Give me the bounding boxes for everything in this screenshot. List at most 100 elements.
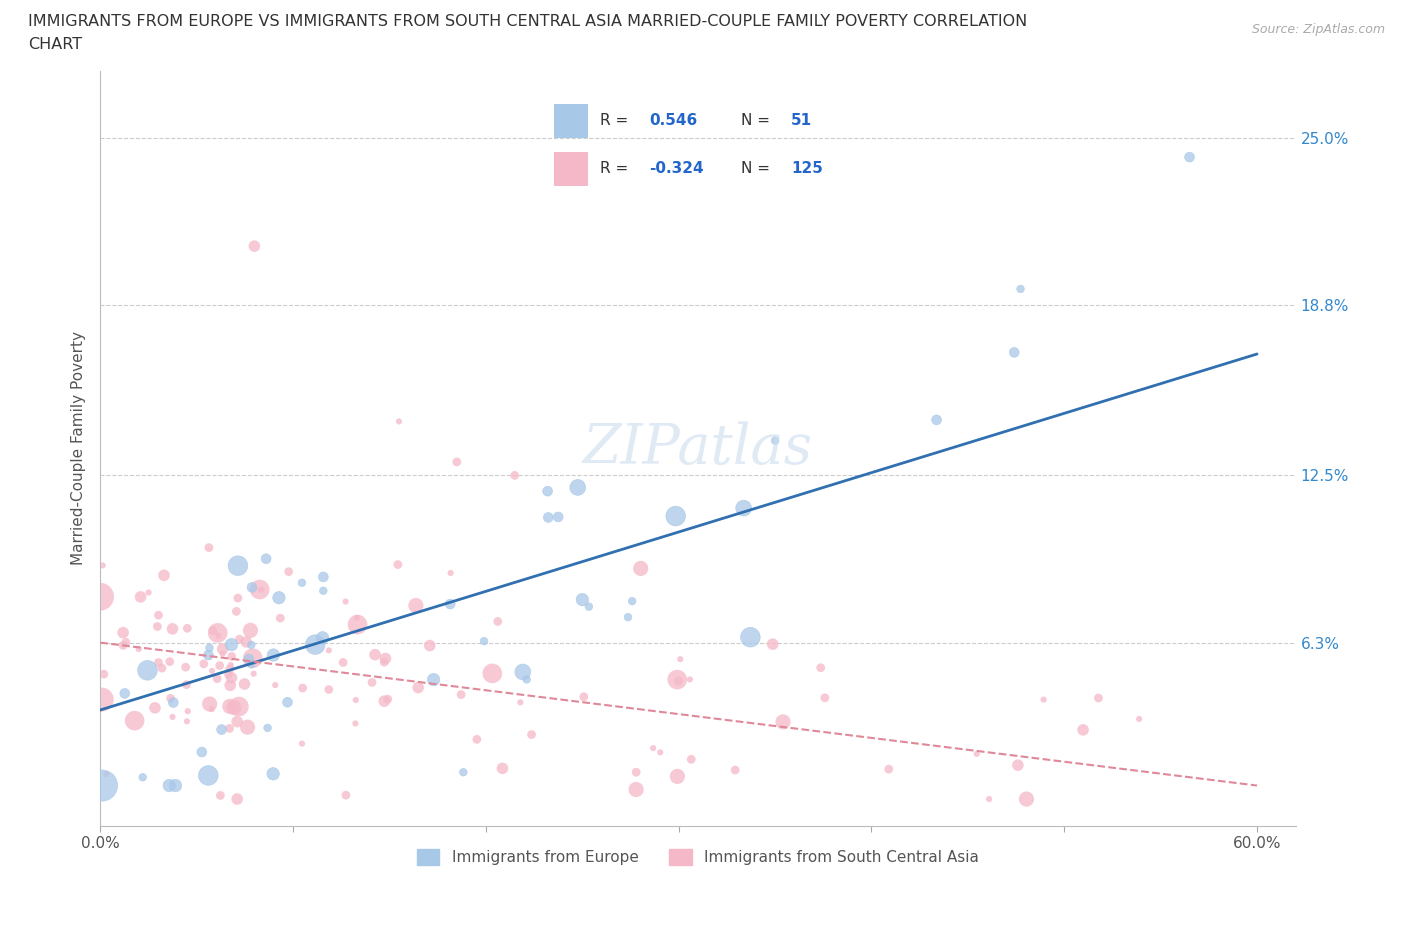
Point (221, 671, 243, 685)
Point (277, 565, 299, 579)
Point (571, 592, 593, 607)
Point (218, 721, 240, 736)
Point (491, 761, 513, 776)
Point (222, 700, 245, 715)
Point (304, 637, 326, 652)
Point (643, 740, 665, 755)
Point (243, 239, 266, 254)
Point (763, 433, 786, 448)
Point (176, 714, 198, 729)
Point (536, 484, 558, 498)
Point (162, 621, 184, 636)
Point (665, 509, 688, 524)
Point (364, 647, 387, 662)
Point (162, 695, 184, 710)
Point (1128, 711, 1150, 726)
Point (221, 649, 243, 664)
Point (208, 658, 231, 673)
Point (373, 694, 395, 709)
Point (219, 658, 242, 672)
Point (419, 638, 441, 653)
Point (201, 663, 224, 678)
Point (422, 672, 444, 687)
Point (406, 680, 429, 695)
Y-axis label: Married-Couple Family Poverty: Married-Couple Family Poverty (72, 331, 86, 565)
Point (250, 582, 273, 597)
Point (669, 652, 692, 667)
Point (205, 671, 228, 686)
Text: CHART: CHART (28, 37, 82, 52)
Point (174, 659, 197, 674)
Point (318, 682, 340, 697)
Point (93, 667, 115, 682)
Point (129, 590, 152, 604)
Point (877, 762, 900, 777)
Point (373, 655, 395, 670)
Point (810, 660, 832, 675)
Point (1178, 150, 1201, 165)
Text: Source: ZipAtlas.com: Source: ZipAtlas.com (1251, 23, 1385, 36)
Point (176, 677, 198, 692)
Point (446, 455, 468, 470)
Point (238, 652, 260, 667)
Point (124, 713, 146, 728)
Point (503, 468, 526, 483)
Point (666, 769, 689, 784)
Point (624, 782, 647, 797)
Point (681, 751, 703, 766)
Point (177, 704, 200, 719)
Point (520, 727, 543, 742)
Point (221, 637, 243, 652)
Point (226, 791, 249, 806)
Point (344, 693, 367, 708)
Point (1015, 791, 1038, 806)
Point (256, 721, 278, 736)
Point (966, 747, 988, 762)
Point (1007, 758, 1029, 773)
Point (762, 637, 785, 652)
Point (291, 576, 314, 591)
Point (291, 737, 314, 751)
Point (335, 594, 357, 609)
Point (1032, 692, 1054, 707)
Point (219, 678, 242, 693)
Point (344, 716, 367, 731)
Point (226, 714, 249, 729)
Point (242, 651, 264, 666)
Point (114, 686, 136, 701)
Point (115, 635, 138, 650)
Point (153, 568, 176, 583)
Point (218, 699, 240, 714)
Point (165, 778, 187, 793)
Point (91, 558, 114, 573)
Point (621, 593, 644, 608)
Point (335, 788, 357, 803)
Point (207, 625, 229, 640)
Point (143, 700, 166, 715)
Point (318, 643, 340, 658)
Point (225, 604, 247, 618)
Point (240, 637, 263, 652)
Point (630, 561, 652, 576)
Point (377, 692, 399, 707)
Point (233, 677, 256, 692)
Point (291, 681, 314, 696)
Point (96, 766, 118, 781)
Point (440, 565, 463, 580)
Point (138, 585, 160, 600)
Point (207, 628, 229, 643)
Point (668, 673, 690, 688)
Point (578, 599, 600, 614)
Point (264, 678, 287, 693)
Point (1002, 345, 1025, 360)
Point (218, 661, 240, 676)
Point (666, 672, 689, 687)
Point (1071, 723, 1094, 737)
Point (162, 710, 184, 724)
Point (453, 764, 475, 779)
Point (197, 768, 219, 783)
Point (150, 660, 173, 675)
Point (814, 690, 837, 705)
Point (311, 631, 333, 645)
Point (450, 687, 472, 702)
